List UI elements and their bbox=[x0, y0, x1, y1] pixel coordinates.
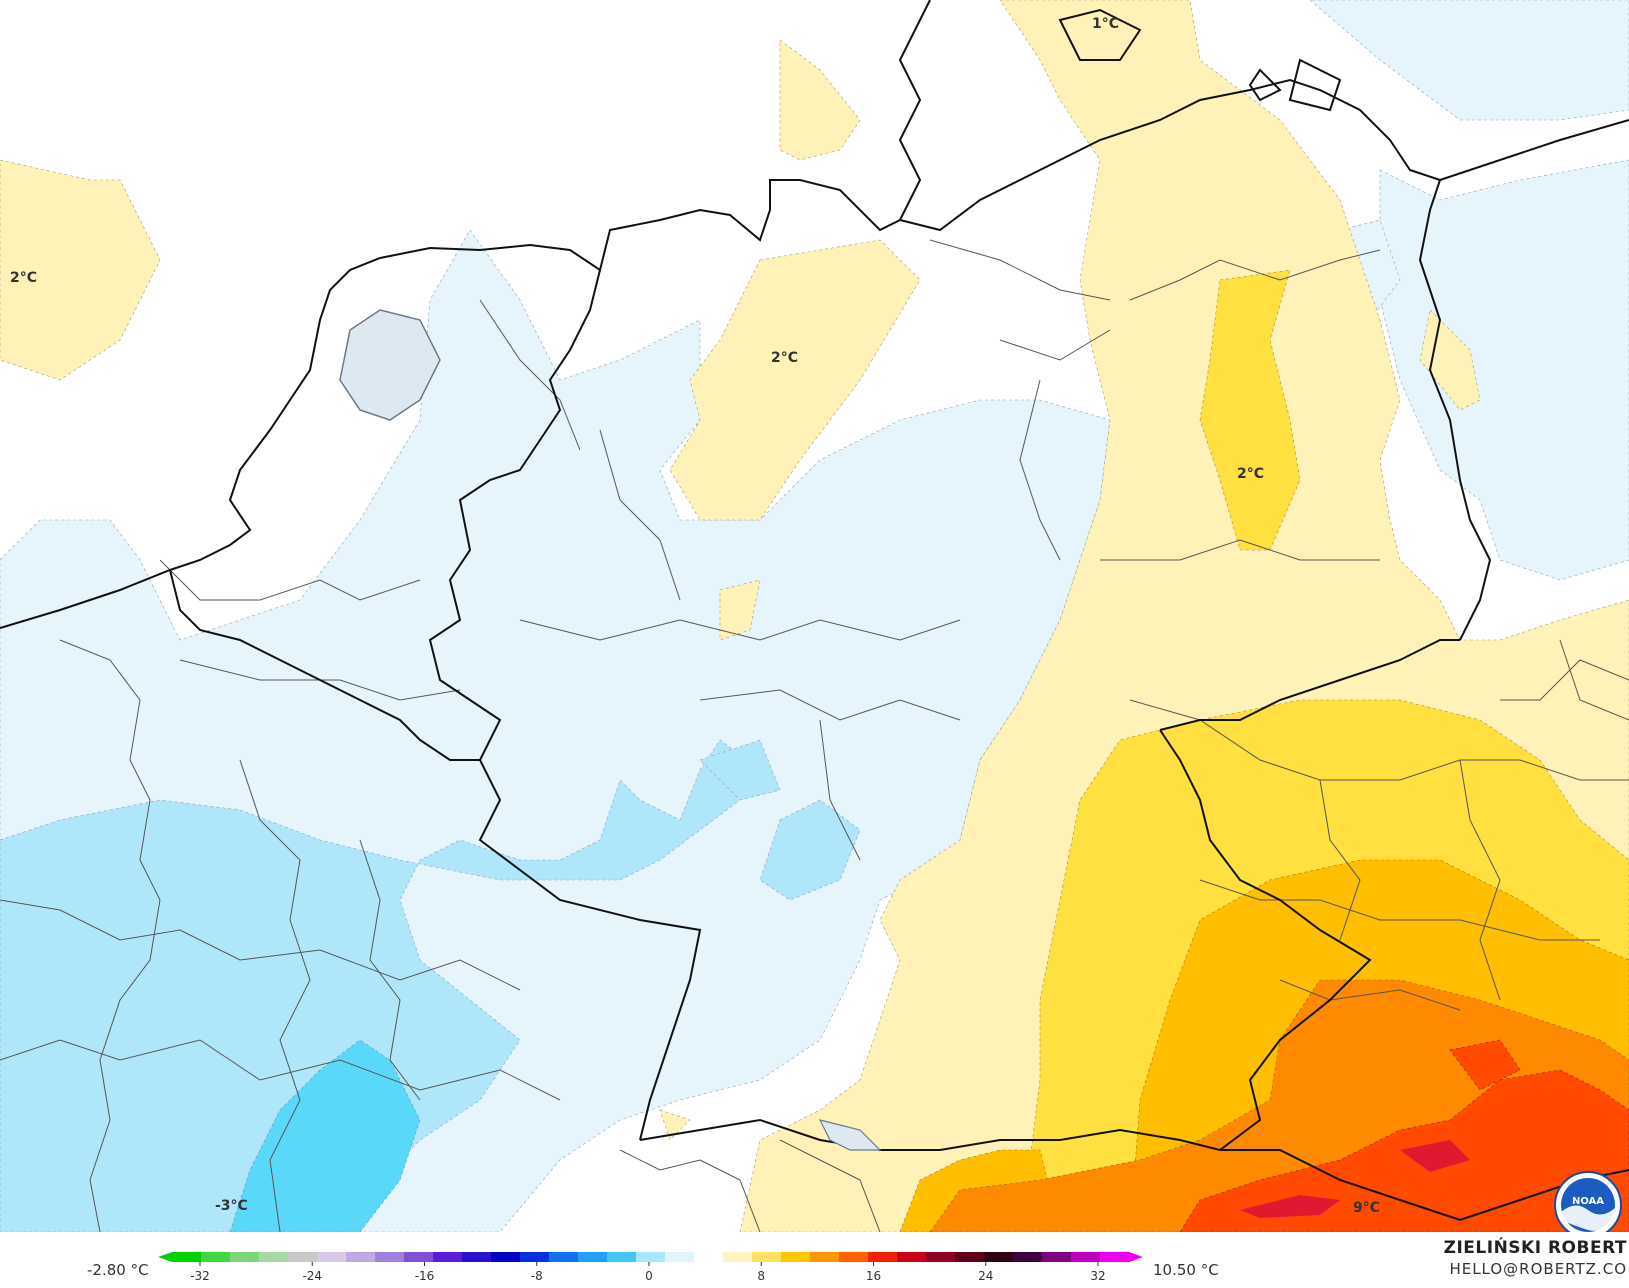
colorbar-segment bbox=[839, 1252, 869, 1262]
colorbar-segment bbox=[723, 1252, 753, 1262]
author-name: ZIELIŃSKI ROBERT bbox=[1443, 1238, 1627, 1258]
colorbar-tick-label: -24 bbox=[302, 1269, 322, 1283]
noaa-logo: NOAA bbox=[1554, 1171, 1622, 1239]
author-block: ZIELIŃSKI ROBERT HELLO@ROBERTZ.CO bbox=[1444, 1238, 1627, 1278]
colorbar-segment bbox=[897, 1252, 927, 1262]
colorbar-tick-label: 16 bbox=[866, 1269, 881, 1283]
colorbar-arrow-low bbox=[158, 1252, 172, 1262]
colorbar-segment bbox=[201, 1252, 231, 1262]
colorbar-segment bbox=[230, 1252, 260, 1262]
colorbar-segment bbox=[665, 1252, 695, 1262]
colorbar-segment bbox=[520, 1252, 550, 1262]
colorbar-segment bbox=[868, 1252, 898, 1262]
colorbar-tick-label: -8 bbox=[531, 1269, 543, 1283]
noaa-logo-text: NOAA bbox=[1572, 1196, 1604, 1207]
colorbar-segment bbox=[259, 1252, 289, 1262]
map-label-9c-alps: 9°C bbox=[1353, 1200, 1380, 1216]
colorbar-ticks: -32 -24 -16 -8 0 8 16 24 32 bbox=[190, 1262, 1106, 1283]
colorbar-segment bbox=[1071, 1252, 1101, 1262]
colorbar-segment bbox=[375, 1252, 405, 1262]
map-label-2c-berlin: 2°C bbox=[1237, 466, 1264, 482]
colorbar-tick-label: -32 bbox=[190, 1269, 210, 1283]
colorbar-segment bbox=[404, 1252, 434, 1262]
colorbar-tick-label: 24 bbox=[978, 1269, 993, 1283]
colorbar-tick-label: -16 bbox=[415, 1269, 435, 1283]
colorbar-segment bbox=[433, 1252, 463, 1262]
colorbar-segment bbox=[578, 1252, 608, 1262]
colorbar-segment bbox=[636, 1252, 666, 1262]
map-label-minus3c-france: -3°C bbox=[215, 1198, 248, 1214]
colorbar-segment bbox=[288, 1252, 318, 1262]
map-label-1c-denmark: 1°C bbox=[1092, 16, 1119, 32]
colorbar-segment bbox=[462, 1252, 492, 1262]
colorbar-segment bbox=[694, 1252, 724, 1262]
colorbar-tick-label: 32 bbox=[1090, 1269, 1105, 1283]
map-label-2c-north-sea: 2°C bbox=[10, 270, 37, 286]
colorbar-segment bbox=[172, 1252, 202, 1262]
colorbar-segment bbox=[607, 1252, 637, 1262]
colorbar: -32 -24 -16 -8 0 8 16 24 32 bbox=[158, 1252, 1143, 1283]
colorbar-segment bbox=[317, 1252, 347, 1262]
legend-range-max: 10.50 °C bbox=[1153, 1261, 1219, 1279]
temperature-fill-cold-deep bbox=[229, 1039, 421, 1232]
lake-ijsselmeer bbox=[339, 309, 441, 421]
country-borders bbox=[0, 0, 1629, 1222]
colorbar-segment bbox=[810, 1252, 840, 1262]
colorbar-segment bbox=[346, 1252, 376, 1262]
temperature-fill-cold-medium bbox=[0, 739, 861, 1232]
legend-range-min: -2.80 °C bbox=[87, 1261, 149, 1279]
lake-constance bbox=[818, 1119, 882, 1151]
colorbar-segment bbox=[984, 1252, 1014, 1262]
colorbar-tick-label: 8 bbox=[757, 1269, 765, 1283]
colorbar-segment bbox=[752, 1252, 782, 1262]
colorbar-segment bbox=[1013, 1252, 1043, 1262]
map-label-2c-lower-saxony: 2°C bbox=[771, 350, 798, 366]
colorbar-segment bbox=[781, 1252, 811, 1262]
temperature-fill-warm-darkred bbox=[1240, 1140, 1470, 1218]
temperature-map: 2°C 1°C 2°C 2°C -3°C 9°C bbox=[0, 0, 1629, 1232]
colorbar-arrow-high bbox=[1129, 1252, 1143, 1262]
colorbar-segment bbox=[1042, 1252, 1072, 1262]
colorbar-segment bbox=[491, 1252, 521, 1262]
author-email: HELLO@ROBERTZ.CO bbox=[1449, 1260, 1627, 1278]
colorbar-segment bbox=[1100, 1252, 1130, 1262]
colorbar-segment bbox=[955, 1252, 985, 1262]
admin-boundaries bbox=[0, 239, 1629, 1232]
colorbar-segments bbox=[158, 1252, 1143, 1262]
colorbar-segment bbox=[926, 1252, 956, 1262]
colorbar-segment bbox=[549, 1252, 579, 1262]
colorbar-tick-label: 0 bbox=[645, 1269, 653, 1283]
